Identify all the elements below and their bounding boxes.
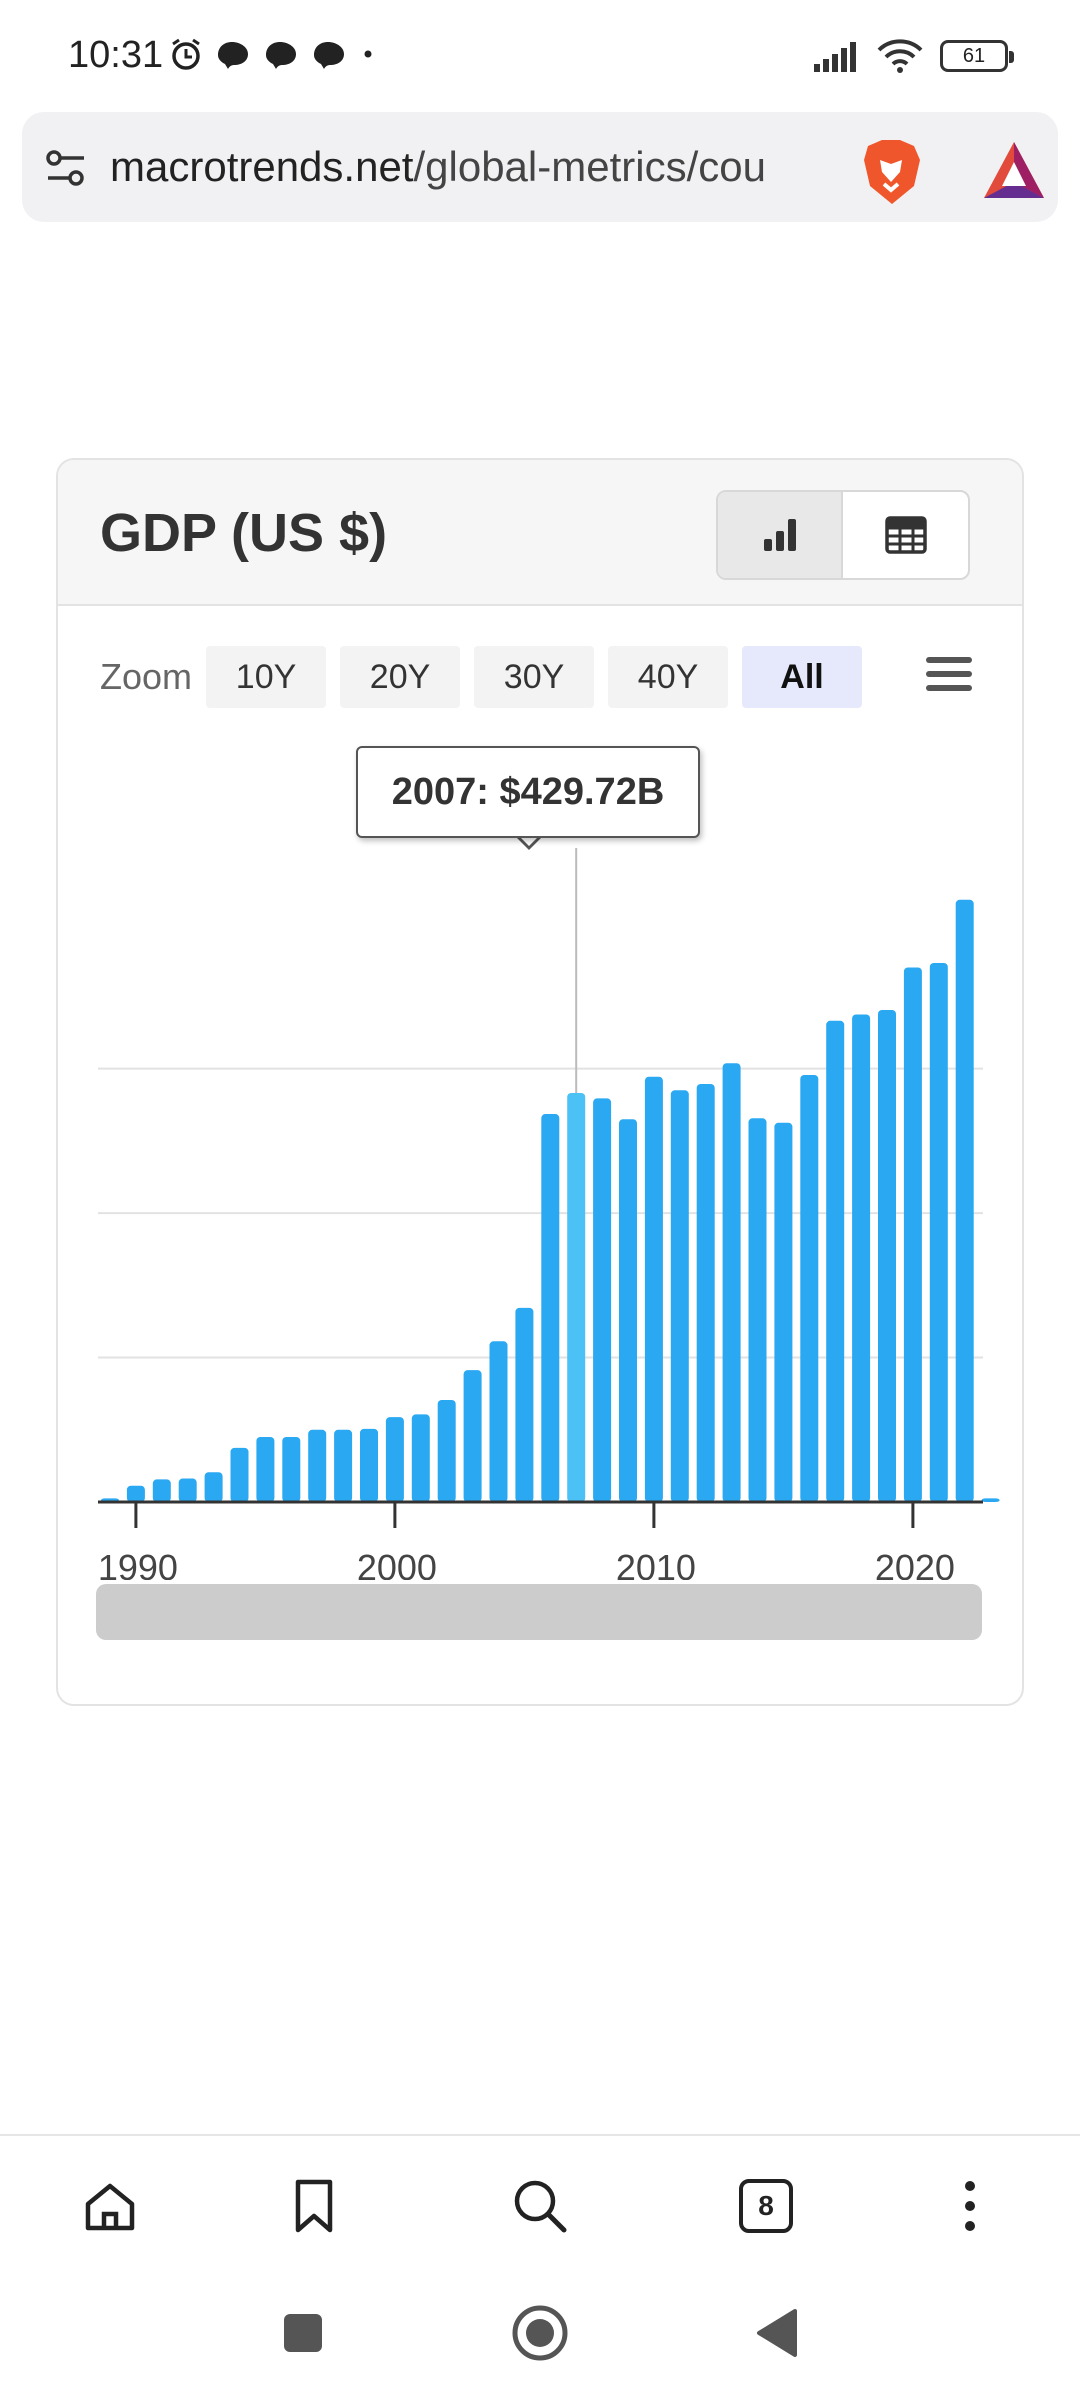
home-button[interactable]	[74, 2170, 146, 2242]
view-toggle	[716, 490, 970, 580]
chart-bar-2005[interactable]	[515, 1307, 534, 1502]
chart-bar-2015[interactable]	[774, 1122, 793, 1502]
chart-bar-2012[interactable]	[696, 1083, 715, 1502]
chart-bar-2011[interactable]	[670, 1090, 689, 1502]
url-text[interactable]: macrotrends.net/global-metrics/cou	[110, 140, 830, 194]
chart-bar-1990[interactable]	[126, 1485, 145, 1502]
wifi-icon	[877, 39, 923, 73]
tabs-button[interactable]: 8	[730, 2170, 802, 2242]
chart-bar-2004[interactable]	[489, 1341, 508, 1502]
chart-bar-1991[interactable]	[152, 1479, 171, 1502]
chart-bar-2022[interactable]	[955, 899, 974, 1502]
x-tick-label-2020: 2020	[875, 1547, 955, 1580]
gdp-bar-chart[interactable]: 1990 2000 2010 2020	[58, 730, 1024, 1580]
chart-title: GDP (US $)	[100, 503, 388, 563]
x-tick-label-2010: 2010	[616, 1547, 696, 1580]
chart-bar-2000[interactable]	[385, 1417, 404, 1502]
chart-tooltip: 2007: $429.72B	[356, 746, 700, 838]
more-notifications-dot-icon	[364, 50, 372, 58]
chart-bar-2001[interactable]	[411, 1414, 430, 1502]
gdp-chart-card: GDP (US $) Zoom 10Y 20Y 30Y 40Y All 1990…	[56, 458, 1024, 1706]
table-view-button[interactable]	[843, 492, 968, 578]
chart-bar-2017[interactable]	[826, 1020, 845, 1502]
battery-indicator: 61	[940, 40, 1014, 72]
more-vertical-icon	[965, 2181, 975, 2231]
chart-bar-2016[interactable]	[800, 1074, 819, 1502]
chart-view-button[interactable]	[718, 492, 843, 578]
chart-bar-2013[interactable]	[722, 1063, 741, 1502]
recents-button[interactable]	[268, 2298, 338, 2368]
status-notification-icons	[168, 36, 378, 72]
chart-bar-2018[interactable]	[852, 1014, 871, 1502]
tab-count: 8	[739, 2179, 793, 2233]
bookmarks-button[interactable]	[278, 2170, 350, 2242]
address-bar[interactable]: macrotrends.net/global-metrics/cou	[22, 112, 1058, 222]
chart-bar-2008[interactable]	[593, 1098, 612, 1502]
more-menu-button[interactable]	[934, 2170, 1006, 2242]
chart-navigator-scrollbar[interactable]	[96, 1584, 982, 1640]
chart-bar-1995[interactable]	[256, 1436, 275, 1502]
x-tick-label-1990: 1990	[98, 1547, 178, 1580]
search-button[interactable]	[504, 2170, 576, 2242]
cellular-signal-icon	[814, 42, 856, 72]
card-header: GDP (US $)	[58, 460, 1022, 606]
browser-bottom-toolbar: 8	[0, 2134, 1080, 2274]
brave-shields-icon[interactable]	[858, 136, 924, 208]
home-circle-icon	[512, 2305, 568, 2361]
chart-bar-1993[interactable]	[204, 1472, 223, 1502]
chart-bar-1992[interactable]	[178, 1478, 197, 1502]
chart-bar-2023[interactable]	[981, 1498, 1000, 1502]
zoom-controls: Zoom 10Y 20Y 30Y 40Y All	[100, 646, 876, 708]
zoom-all-button[interactable]: All	[742, 646, 863, 708]
url-path: /global-metrics/cou	[413, 143, 766, 190]
zoom-label: Zoom	[100, 656, 193, 697]
chart-bar-2006[interactable]	[541, 1114, 560, 1502]
app-notification-icon	[218, 42, 248, 69]
brave-rewards-icon[interactable]	[980, 138, 1048, 204]
chart-bar-2010[interactable]	[644, 1076, 663, 1502]
search-icon	[514, 2180, 567, 2233]
zoom-40y-button[interactable]: 40Y	[608, 646, 729, 708]
bookmark-icon	[295, 2179, 333, 2233]
chart-bar-2002[interactable]	[437, 1399, 456, 1502]
chart-bar-2019[interactable]	[878, 1009, 896, 1502]
site-settings-icon[interactable]	[42, 144, 90, 192]
chart-menu-icon[interactable]	[924, 654, 974, 694]
back-button[interactable]	[742, 2298, 812, 2368]
url-domain: macrotrends.net	[110, 143, 414, 190]
chart-bar-1997[interactable]	[308, 1429, 327, 1502]
chart-bar-1996[interactable]	[282, 1436, 301, 1502]
zoom-10y-button[interactable]: 10Y	[206, 646, 327, 708]
chart-bar-2014[interactable]	[748, 1118, 767, 1502]
chart-bar-2021[interactable]	[929, 962, 948, 1502]
system-navigation-bar	[0, 2274, 1080, 2400]
status-bar: 10:31 61	[0, 0, 1080, 110]
zoom-20y-button[interactable]: 20Y	[340, 646, 461, 708]
chart-bar-1994[interactable]	[230, 1447, 249, 1502]
home-icon	[85, 2183, 135, 2231]
status-system-icons: 61	[812, 38, 1014, 74]
alarm-icon	[172, 38, 200, 70]
chart-bar-2009[interactable]	[619, 1119, 637, 1502]
app-notification-icon	[314, 42, 344, 69]
table-icon	[884, 516, 927, 554]
chart-bar-1998[interactable]	[334, 1429, 353, 1502]
bar-chart-icon	[763, 519, 796, 551]
home-nav-button[interactable]	[505, 2298, 575, 2368]
chart-bar-2020[interactable]	[903, 967, 922, 1502]
chart-bar-1999[interactable]	[360, 1428, 378, 1502]
x-tick-label-2000: 2000	[357, 1547, 437, 1580]
zoom-30y-button[interactable]: 30Y	[474, 646, 595, 708]
app-notification-icon	[266, 42, 296, 69]
status-time: 10:31	[68, 34, 164, 76]
back-triangle-icon	[757, 2309, 797, 2357]
recents-square-icon	[284, 2314, 322, 2352]
chart-bar-2007[interactable]	[567, 1093, 586, 1502]
chart-bar-2003[interactable]	[463, 1370, 482, 1502]
